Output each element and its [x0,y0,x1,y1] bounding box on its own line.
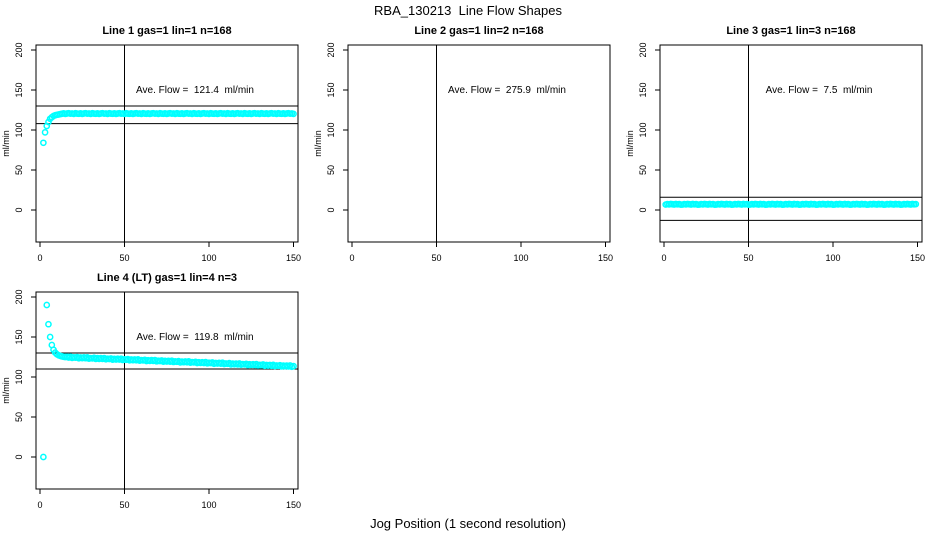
svg-text:50: 50 [431,253,441,263]
svg-text:50: 50 [743,253,753,263]
svg-text:50: 50 [119,500,129,510]
svg-text:50: 50 [14,165,24,175]
panel-title-line4: Line 4 (LT) gas=1 lin=4 n=3 [96,272,238,284]
svg-text:0: 0 [661,253,666,263]
svg-text:200: 200 [638,42,648,57]
svg-text:100: 100 [326,122,336,137]
svg-text:0: 0 [37,500,42,510]
svg-text:0: 0 [14,207,24,212]
svg-text:150: 150 [910,253,925,263]
svg-text:0: 0 [326,207,336,212]
svg-text:150: 150 [286,500,301,510]
svg-text:0: 0 [638,207,648,212]
ave-flow-annotation-line4: Ave. Flow = 119.8 ml/min [136,332,254,343]
ave-flow-annotation-line2: Ave. Flow = 275.9 ml/min [448,85,566,96]
panel-title-line3: Line 3 gas=1 lin=3 n=168 [726,25,856,37]
svg-text:ml/min: ml/min [625,130,635,157]
svg-text:150: 150 [286,253,301,263]
svg-text:150: 150 [598,253,613,263]
svg-text:100: 100 [14,122,24,137]
svg-text:200: 200 [14,42,24,57]
svg-text:0: 0 [14,454,24,459]
svg-text:0: 0 [37,253,42,263]
svg-text:50: 50 [638,165,648,175]
svg-text:100: 100 [14,369,24,384]
figure-title: RBA_130213 Line Flow Shapes [374,3,562,18]
svg-text:100: 100 [513,253,528,263]
svg-text:50: 50 [326,165,336,175]
ave-flow-annotation-line3: Ave. Flow = 7.5 ml/min [765,85,873,96]
svg-text:50: 50 [119,253,129,263]
svg-text:100: 100 [638,122,648,137]
panel-title-line1: Line 1 gas=1 lin=1 n=168 [102,25,232,37]
svg-text:150: 150 [638,82,648,97]
panel-title-line2: Line 2 gas=1 lin=2 n=168 [414,25,544,37]
svg-text:200: 200 [326,42,336,57]
svg-text:150: 150 [14,329,24,344]
svg-text:200: 200 [14,289,24,304]
svg-text:100: 100 [825,253,840,263]
svg-text:150: 150 [326,82,336,97]
svg-text:ml/min: ml/min [1,377,11,404]
svg-text:50: 50 [14,412,24,422]
svg-text:ml/min: ml/min [313,130,323,157]
svg-text:100: 100 [201,253,216,263]
ave-flow-annotation-line1: Ave. Flow = 121.4 ml/min [136,85,254,96]
svg-text:0: 0 [349,253,354,263]
svg-text:150: 150 [14,82,24,97]
figure-x-axis-label: Jog Position (1 second resolution) [370,516,566,531]
svg-text:ml/min: ml/min [1,130,11,157]
svg-text:100: 100 [201,500,216,510]
